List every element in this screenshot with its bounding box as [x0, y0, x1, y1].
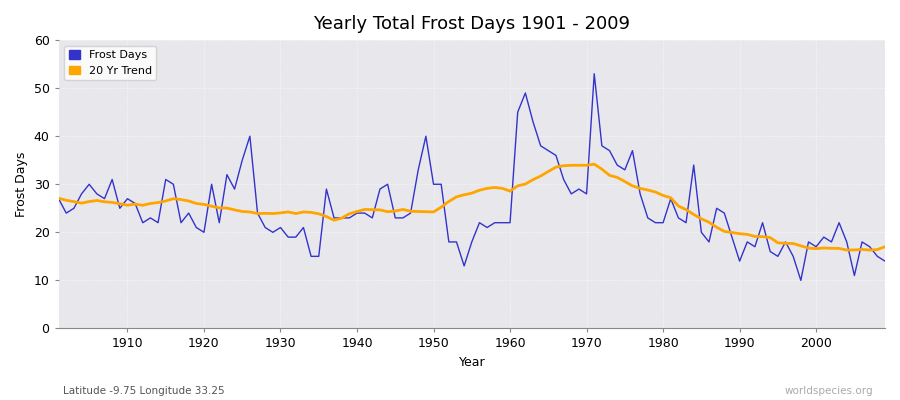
20 Yr Trend [864, 248, 875, 252]
Frost Days [879, 259, 890, 264]
Title: Yearly Total Frost Days 1901 - 2009: Yearly Total Frost Days 1901 - 2009 [313, 15, 630, 33]
Frost Days [328, 216, 339, 220]
Line: Frost Days: Frost Days [58, 74, 885, 280]
20 Yr Trend [505, 189, 516, 194]
20 Yr Trend [53, 196, 64, 201]
Frost Days [796, 278, 806, 283]
20 Yr Trend [283, 210, 293, 214]
Line: 20 Yr Trend: 20 Yr Trend [58, 164, 885, 250]
20 Yr Trend [114, 201, 125, 206]
Y-axis label: Frost Days: Frost Days [15, 152, 28, 217]
20 Yr Trend [604, 173, 615, 178]
Frost Days [497, 220, 508, 225]
20 Yr Trend [589, 162, 599, 166]
Frost Days [505, 220, 516, 225]
Frost Days [114, 206, 125, 211]
20 Yr Trend [879, 244, 890, 249]
20 Yr Trend [497, 186, 508, 191]
Frost Days [53, 196, 64, 201]
Legend: Frost Days, 20 Yr Trend: Frost Days, 20 Yr Trend [64, 46, 157, 80]
Frost Days [589, 71, 599, 76]
Frost Days [604, 148, 615, 153]
Text: Latitude -9.75 Longitude 33.25: Latitude -9.75 Longitude 33.25 [63, 386, 225, 396]
Text: worldspecies.org: worldspecies.org [785, 386, 873, 396]
X-axis label: Year: Year [458, 356, 485, 369]
Frost Days [283, 235, 293, 240]
20 Yr Trend [328, 218, 339, 222]
